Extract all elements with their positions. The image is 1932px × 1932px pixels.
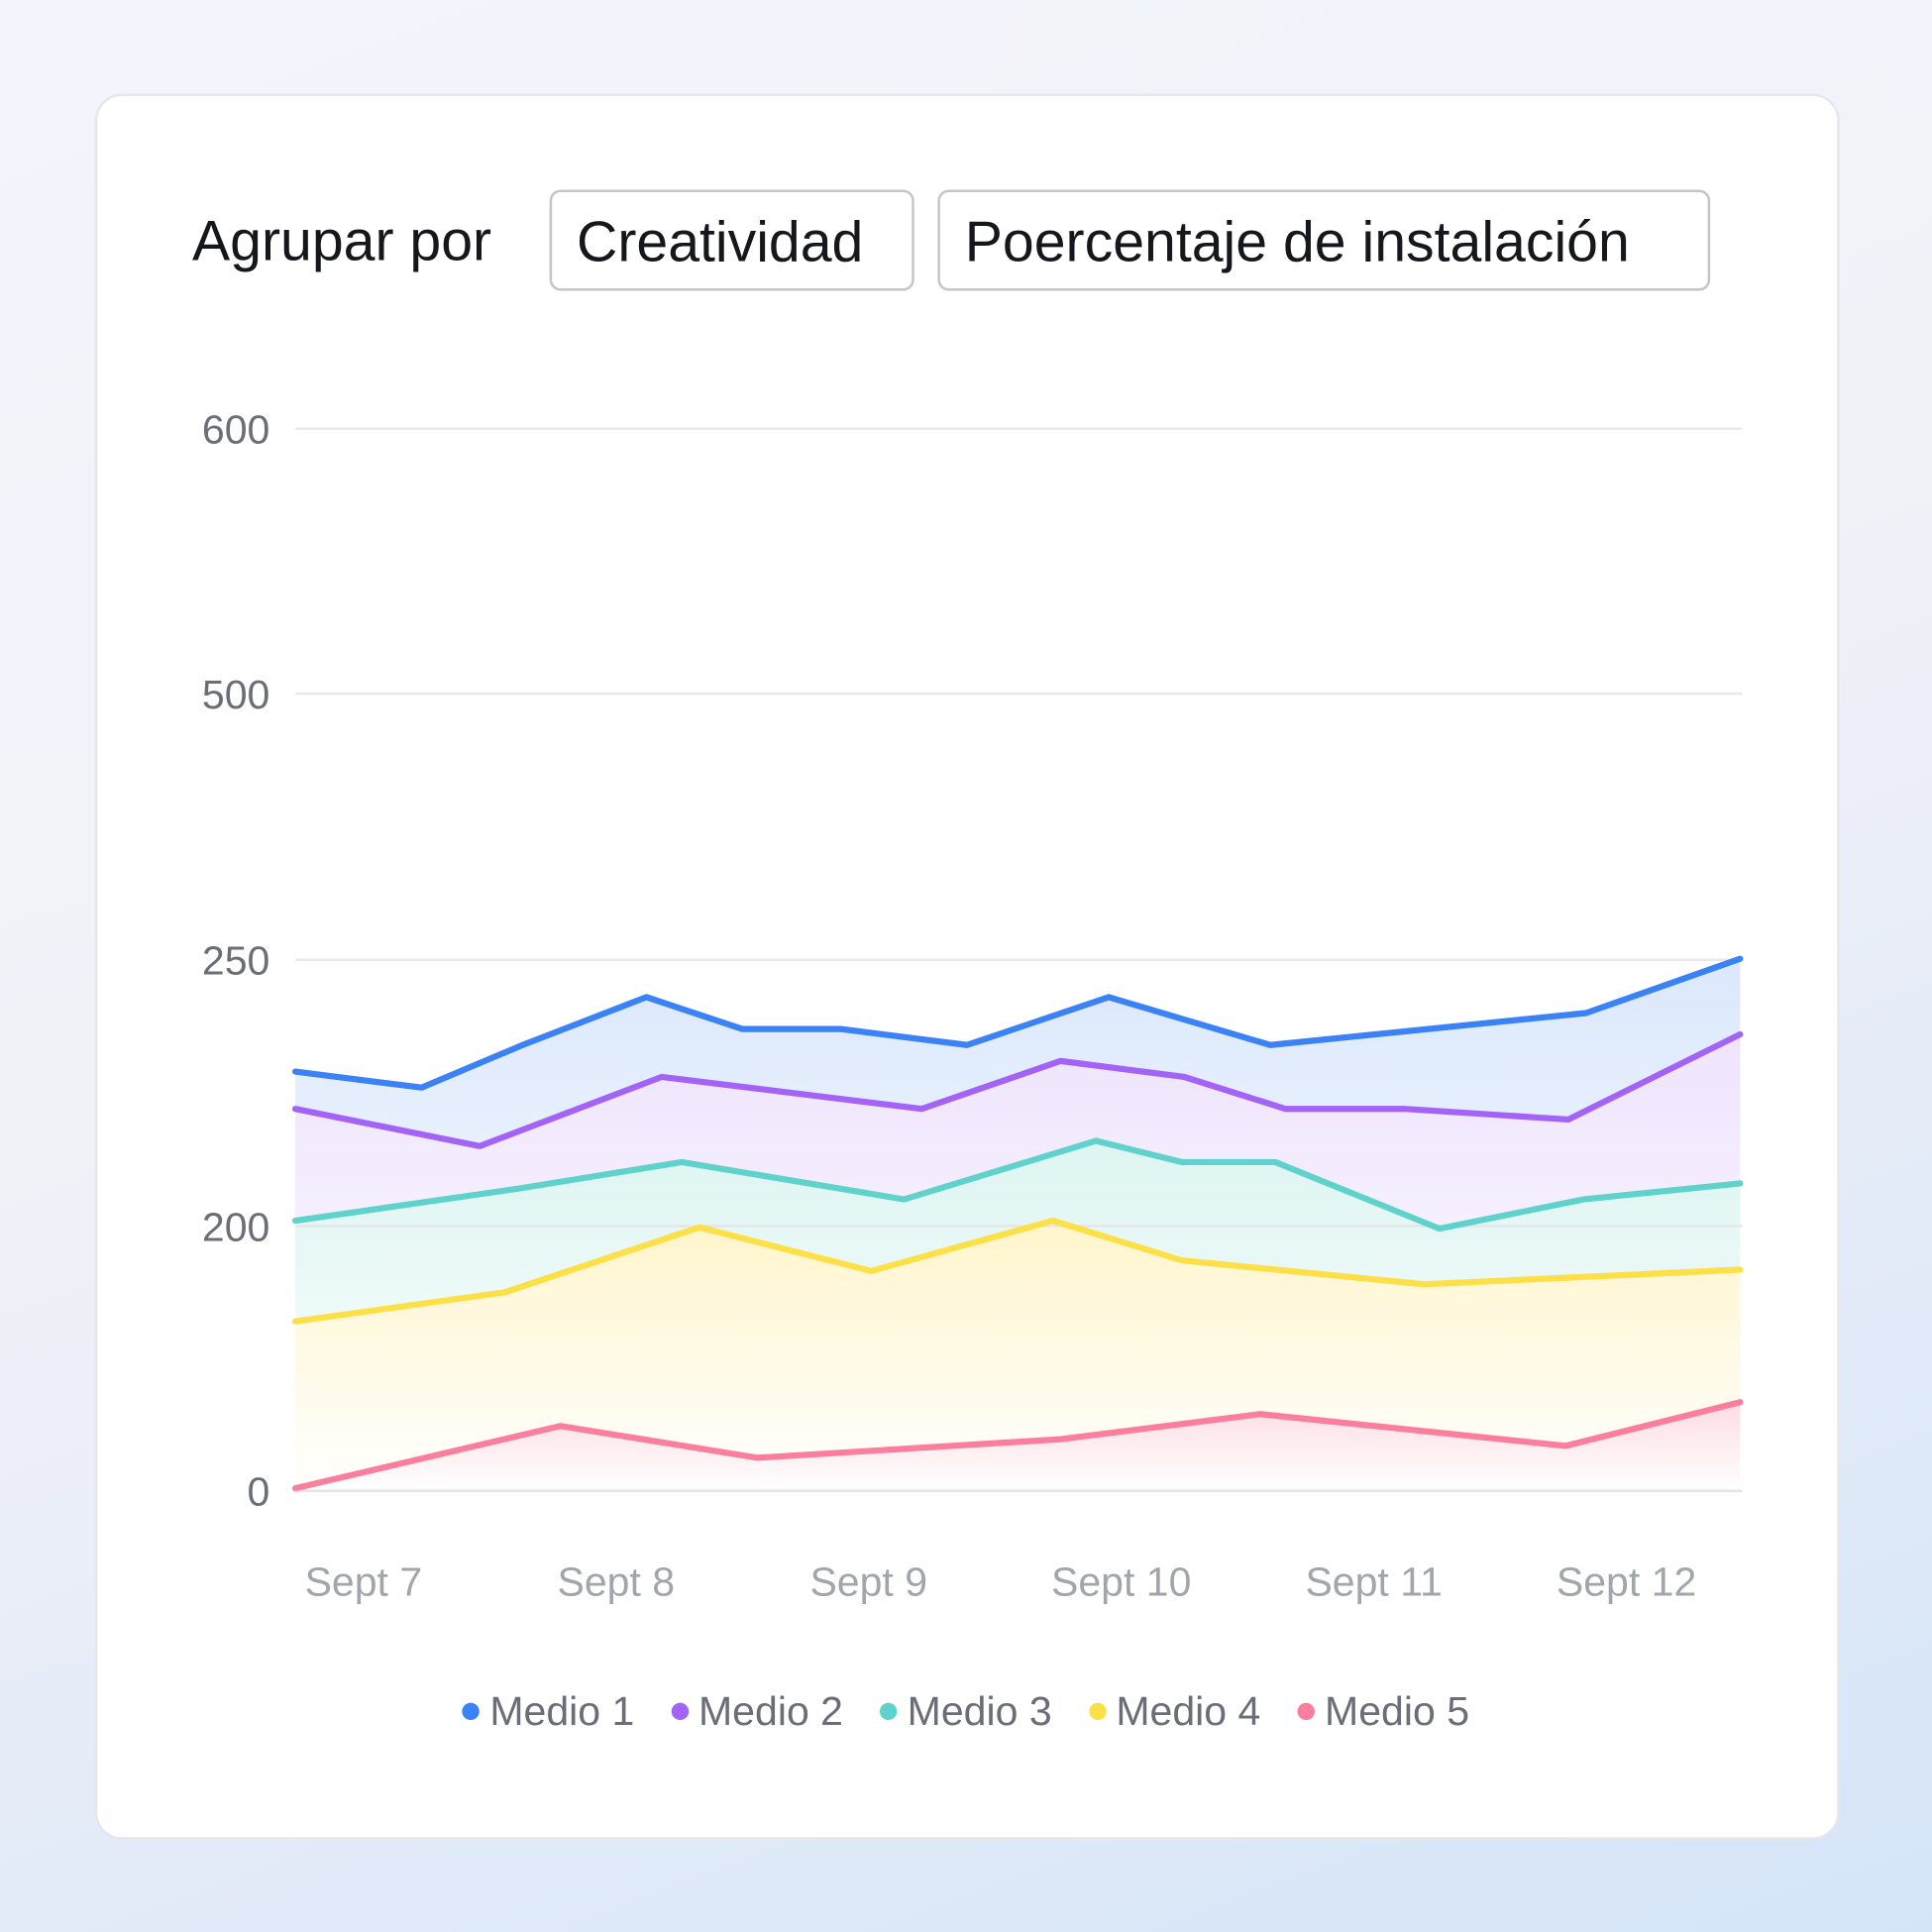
y-tick-label: 200 <box>202 1204 269 1249</box>
legend-dot-icon <box>880 1702 898 1721</box>
x-tick-label: Sept 11 <box>1305 1558 1442 1604</box>
legend: Medio 1 Medio 2 Medio 3 Medio 4 Medio 5 <box>0 1688 1932 1735</box>
legend-label: Medio 2 <box>698 1687 844 1734</box>
legend-label: Medio 1 <box>489 1687 635 1734</box>
legend-label: Medio 4 <box>1116 1687 1261 1734</box>
creative-select[interactable]: Creatividad <box>549 189 914 291</box>
y-tick-label: 500 <box>202 672 269 717</box>
legend-item[interactable]: Medio 5 <box>1297 1687 1470 1735</box>
group-by-label: Agrupar por <box>192 208 492 272</box>
legend-item[interactable]: Medio 4 <box>1088 1687 1261 1735</box>
y-tick-label: 600 <box>202 407 269 453</box>
series-line-1 <box>291 955 1744 1091</box>
x-tick-label: Sept 7 <box>305 1558 423 1604</box>
legend-item[interactable]: Medio 2 <box>671 1687 844 1735</box>
install-percentage-select[interactable]: Poercentaje de instalación <box>937 189 1711 291</box>
legend-label: Medio 5 <box>1325 1687 1470 1734</box>
legend-dot-icon <box>671 1702 690 1721</box>
legend-item[interactable]: Medio 3 <box>880 1687 1052 1735</box>
y-tick-label: 250 <box>202 938 269 984</box>
series-line-2 <box>291 1030 1744 1149</box>
x-tick-label: Sept 12 <box>1556 1558 1696 1604</box>
series-line-3 <box>291 1137 1744 1233</box>
legend-label: Medio 3 <box>907 1687 1052 1734</box>
series-line-5 <box>291 1399 1744 1492</box>
area-fill-5 <box>295 1402 1741 1491</box>
legend-dot-icon <box>1088 1702 1107 1721</box>
legend-dot-icon <box>1297 1702 1316 1721</box>
chart-card <box>94 93 1840 1840</box>
y-tick-label: 0 <box>248 1469 270 1515</box>
legend-dot-icon <box>462 1702 481 1721</box>
x-tick-label: Sept 10 <box>1051 1558 1191 1604</box>
x-tick-label: Sept 8 <box>558 1558 676 1604</box>
legend-item[interactable]: Medio 1 <box>462 1687 635 1735</box>
x-tick-label: Sept 9 <box>809 1558 927 1604</box>
series-line-4 <box>291 1217 1744 1325</box>
